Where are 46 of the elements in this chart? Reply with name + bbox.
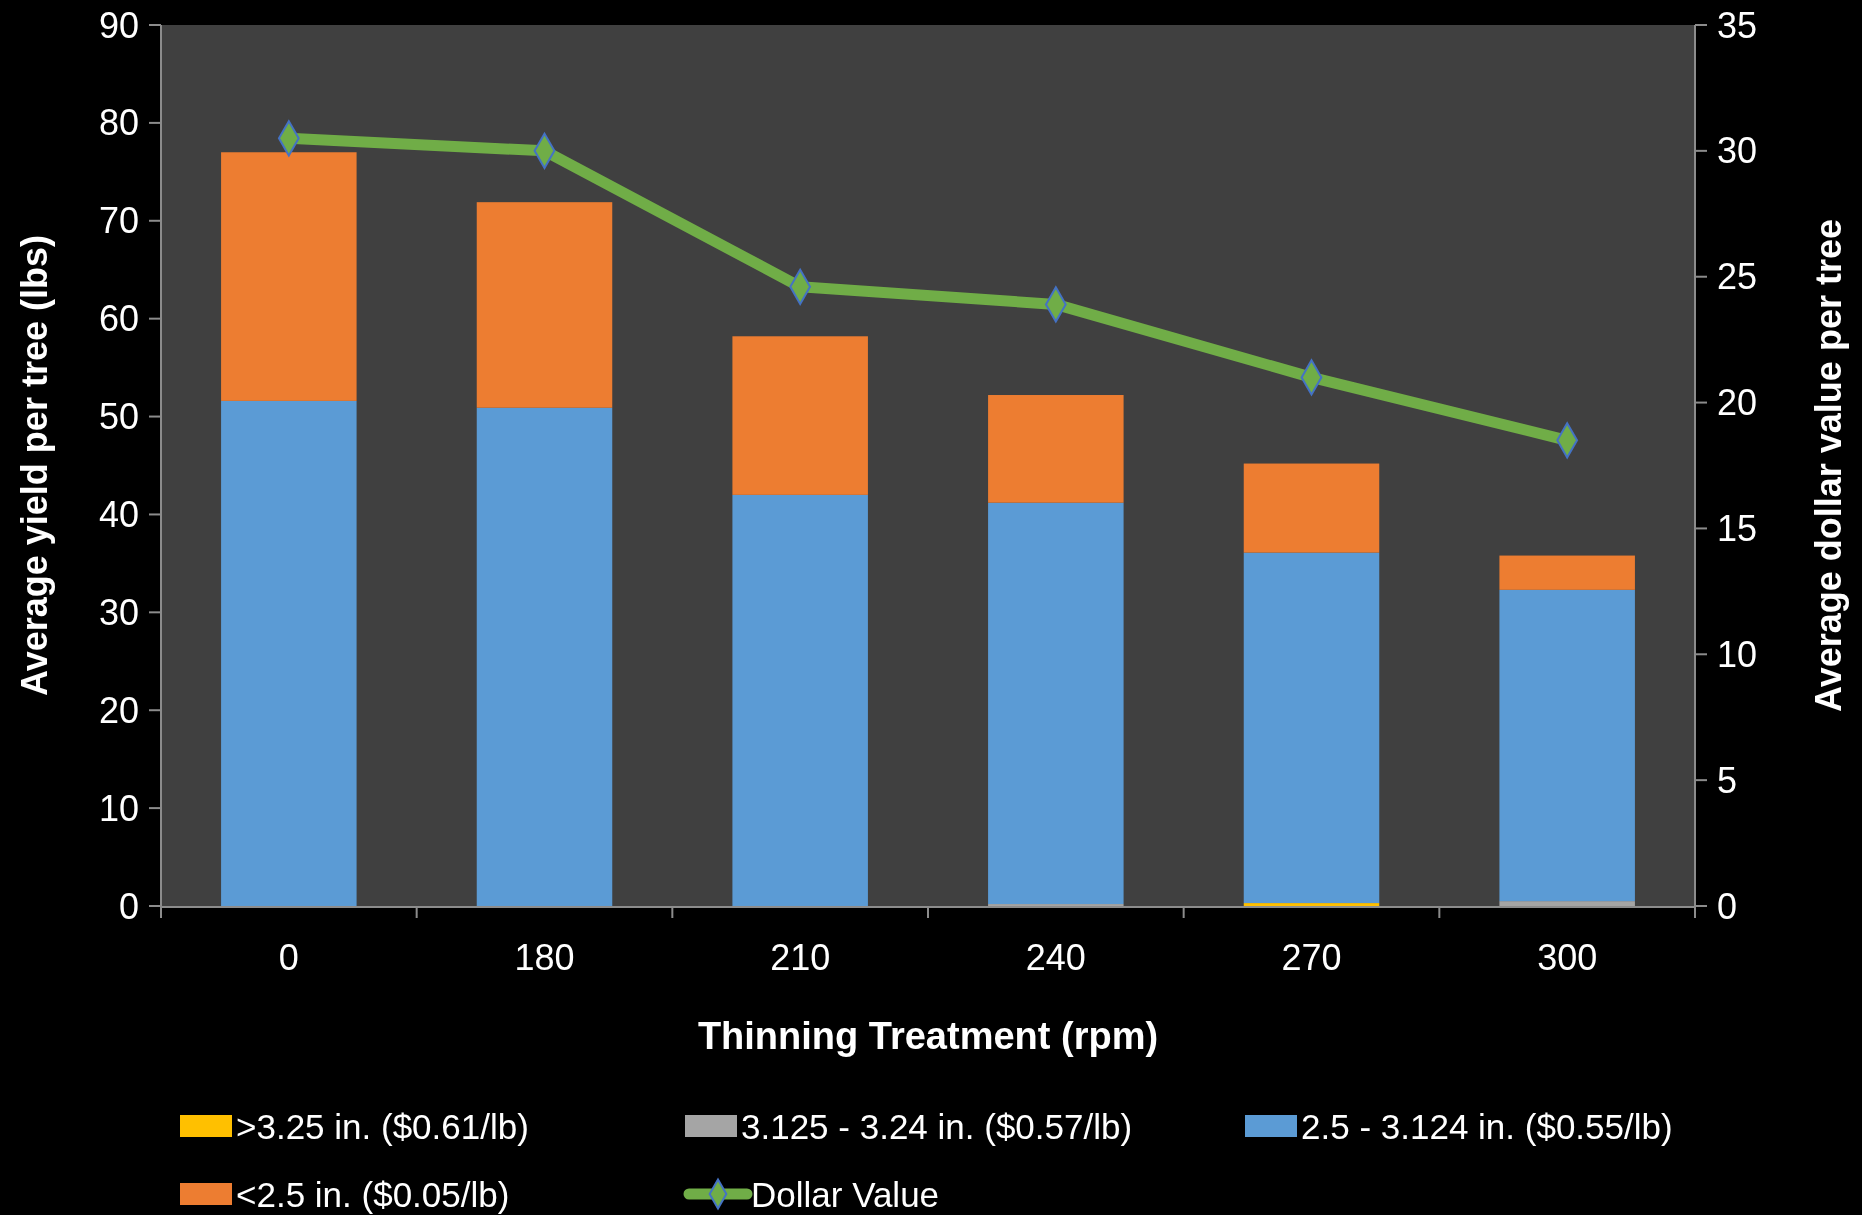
y-tick-label: 20 (98, 689, 139, 731)
y-axis-title: Average yield per tree (lbs) (13, 235, 55, 696)
y-tick-label: 40 (98, 493, 139, 535)
y2-tick-label: 25 (1717, 256, 1758, 298)
y2-tick-label: 15 (1717, 507, 1758, 549)
y2-tick-label: 30 (1717, 130, 1758, 172)
y-tick-label: 0 (118, 885, 139, 927)
y2-tick-label: 10 (1717, 633, 1758, 675)
y-tick-label: 10 (98, 787, 139, 829)
bar (476, 202, 613, 408)
y-tick-label: 70 (98, 200, 139, 242)
bar (1499, 901, 1635, 906)
bar (476, 407, 613, 906)
y-tick-label: 90 (98, 4, 139, 46)
x-tick-label: 270 (1281, 937, 1342, 978)
x-tick-label: 240 (1025, 937, 1086, 978)
y2-tick-label: 20 (1717, 382, 1758, 424)
bar (1499, 555, 1635, 590)
x-tick-label: 180 (514, 937, 575, 978)
x-tick-label: 300 (1537, 937, 1598, 978)
bar (221, 400, 357, 906)
legend-label: 2.5 - 3.124 in. ($0.55/lb) (1301, 1106, 1673, 1146)
y2-tick-label: 5 (1717, 759, 1738, 801)
y2-tick-label: 35 (1717, 4, 1758, 46)
bar (1499, 589, 1635, 902)
bar (1243, 903, 1380, 906)
bar (221, 152, 357, 401)
legend-label: Dollar Value (751, 1174, 940, 1214)
x-tick-label: 0 (278, 937, 299, 978)
y-tick-label: 60 (98, 298, 139, 340)
bar (1243, 463, 1380, 553)
y-tick-label: 50 (98, 396, 139, 438)
legend-label: <2.5 in. ($0.05/lb) (236, 1174, 510, 1214)
x-axis-title: Thinning Treatment (rpm) (697, 1015, 1159, 1057)
y-tick-label: 30 (98, 591, 139, 633)
y-tick-label: 80 (98, 102, 139, 144)
bar (988, 395, 1124, 503)
y2-tick-label: 0 (1717, 885, 1738, 927)
legend-label: 3.125 - 3.24 in. ($0.57/lb) (741, 1106, 1133, 1146)
x-tick-label: 210 (770, 937, 831, 978)
bar (732, 336, 868, 495)
bar (732, 494, 868, 906)
legend-label: >3.25 in. ($0.61/lb) (236, 1106, 529, 1146)
bar (988, 502, 1124, 905)
y2-axis-title: Average dollar value per tree (1807, 219, 1849, 712)
bar (1243, 552, 1380, 904)
